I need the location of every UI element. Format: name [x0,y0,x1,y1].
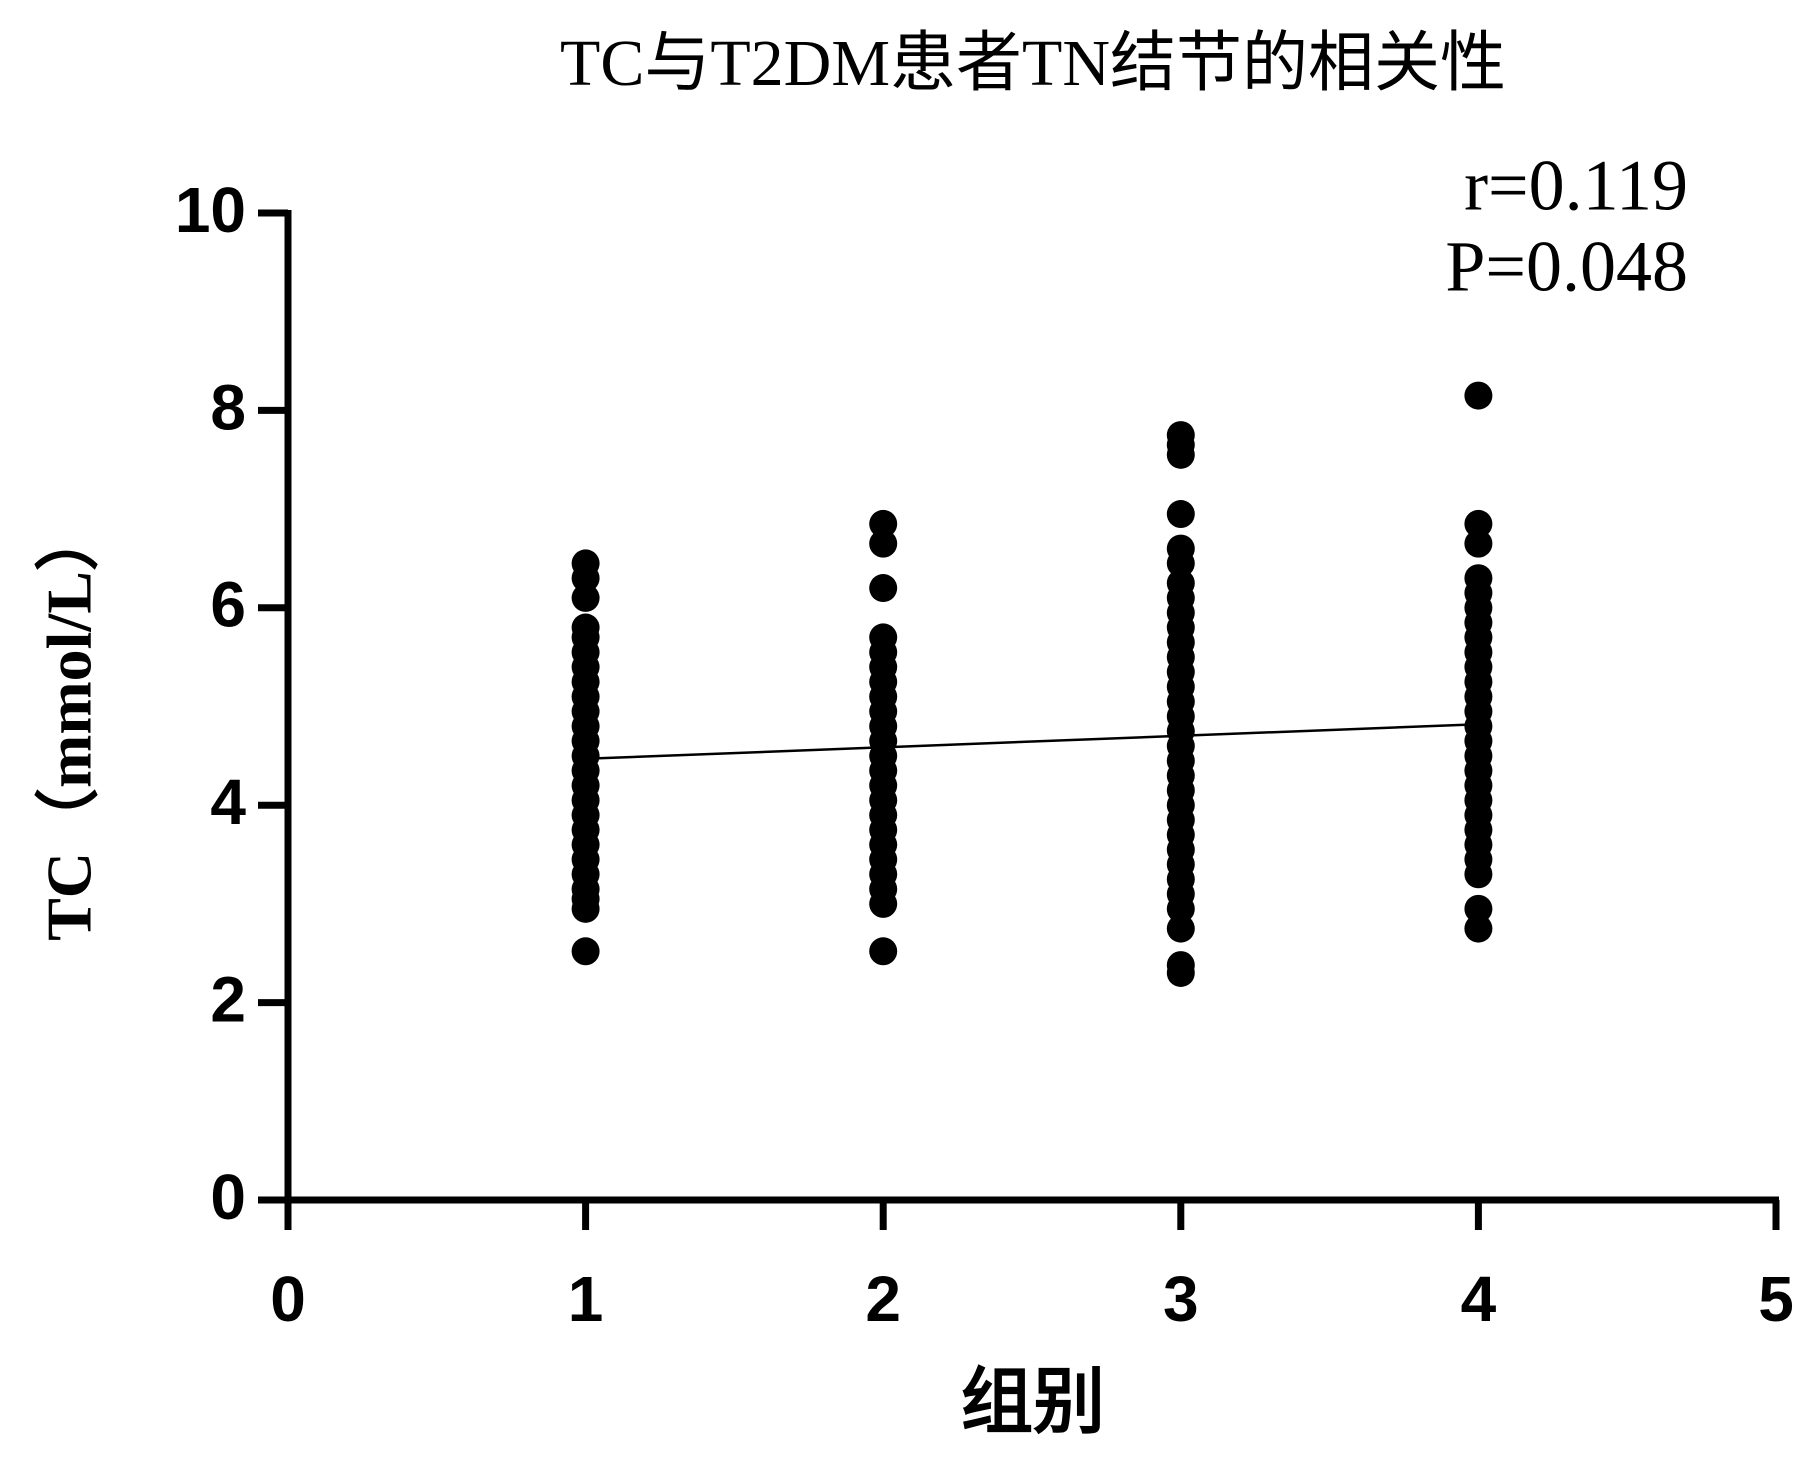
y-tick-label: 2 [210,964,246,1036]
point [1166,951,1195,980]
point [1166,500,1195,529]
y-tick-label: 10 [175,174,246,246]
x-tick-label: 1 [568,1263,604,1335]
x-axis-label: 组别 [961,1363,1105,1443]
point [869,623,898,652]
y-tick-label: 4 [210,766,246,838]
annotation: P=0.048 [1445,227,1688,307]
point [869,574,898,603]
point [571,583,600,612]
point [869,937,898,966]
point [571,549,600,578]
x-tick-label: 3 [1163,1263,1199,1335]
y-tick-label: 8 [210,371,246,443]
point [869,509,898,538]
x-tick-label: 0 [270,1263,306,1335]
point [1464,529,1493,558]
trend-line [585,723,1479,761]
point [1464,381,1493,410]
point [1166,569,1195,598]
y-tick-label: 6 [210,569,246,641]
point [1464,509,1493,538]
point [869,529,898,558]
point [1464,894,1493,923]
point [1166,914,1195,943]
x-tick-label: 4 [1461,1263,1497,1335]
x-tick-label: 5 [1758,1263,1794,1335]
point [1166,421,1195,450]
y-tick-label: 0 [210,1161,246,1233]
point [1166,534,1195,563]
annotation: r=0.119 [1464,146,1688,226]
chart-title: TC与T2DM患者TN结节的相关性 [560,27,1506,100]
x-tick-label: 2 [865,1263,901,1335]
point [1464,914,1493,943]
point [571,613,600,642]
point [571,937,600,966]
y-axis-label: TC（mmol/L） [34,507,105,941]
point [1464,564,1493,593]
